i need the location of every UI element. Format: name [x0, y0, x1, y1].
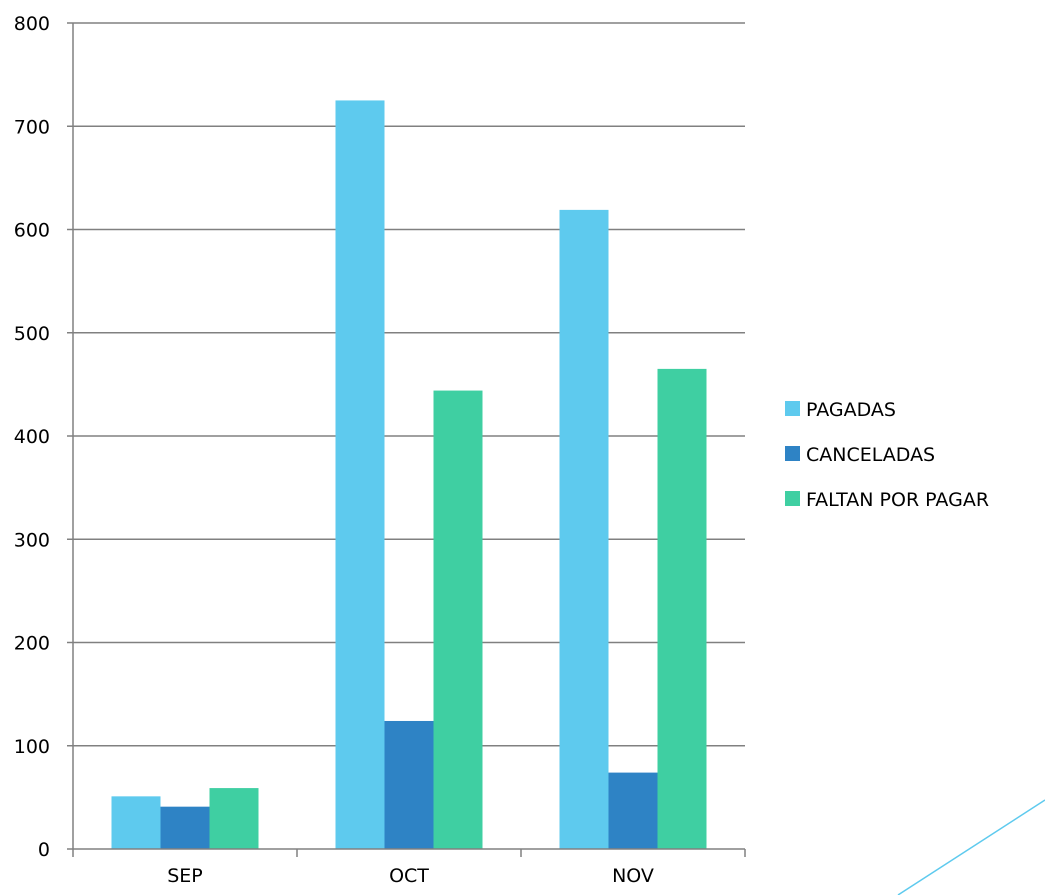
legend-label: CANCELADAS: [806, 444, 935, 466]
bar-canceladas-sep: [160, 806, 210, 849]
decorative-diagonal-line: [897, 799, 1045, 895]
legend-swatch: [785, 491, 800, 506]
x-tick-labels: SEP OCT NOV: [72, 849, 746, 887]
bar-faltan-por-pagar-nov: [657, 368, 707, 849]
bar-canceladas-oct: [384, 720, 434, 849]
bar-faltan-por-pagar-oct: [433, 390, 483, 849]
legend-swatch: [785, 446, 800, 461]
y-tick-label: 300: [14, 529, 50, 551]
gridlines: [73, 22, 745, 747]
bar-pagadas-sep: [111, 796, 161, 849]
legend-label: FALTAN POR PAGAR: [806, 489, 989, 511]
legend-swatch: [785, 401, 800, 416]
bar-faltan-por-pagar-sep: [209, 788, 259, 849]
bar-canceladas-nov: [608, 772, 658, 849]
bar-pagadas-oct: [335, 100, 385, 849]
legend-label: PAGADAS: [806, 399, 896, 421]
y-tick-label: 700: [14, 116, 50, 138]
y-tick-label: 500: [14, 323, 50, 345]
y-tick-labels: 0 100 200 300 400 500 600 700 800: [14, 13, 73, 861]
y-tick-label: 200: [14, 633, 50, 655]
y-tick-label: 0: [38, 839, 50, 861]
bar-pagadas-nov: [559, 209, 609, 849]
legend: PAGADAS CANCELADAS FALTAN POR PAGAR: [785, 399, 989, 511]
y-tick-label: 800: [14, 13, 50, 35]
x-category-label: SEP: [167, 865, 203, 887]
y-tick-label: 400: [14, 426, 50, 448]
x-category-label: NOV: [612, 865, 654, 887]
bars: [111, 100, 707, 849]
y-tick-label: 100: [14, 736, 50, 758]
x-category-label: OCT: [389, 865, 429, 887]
y-tick-label: 600: [14, 220, 50, 242]
